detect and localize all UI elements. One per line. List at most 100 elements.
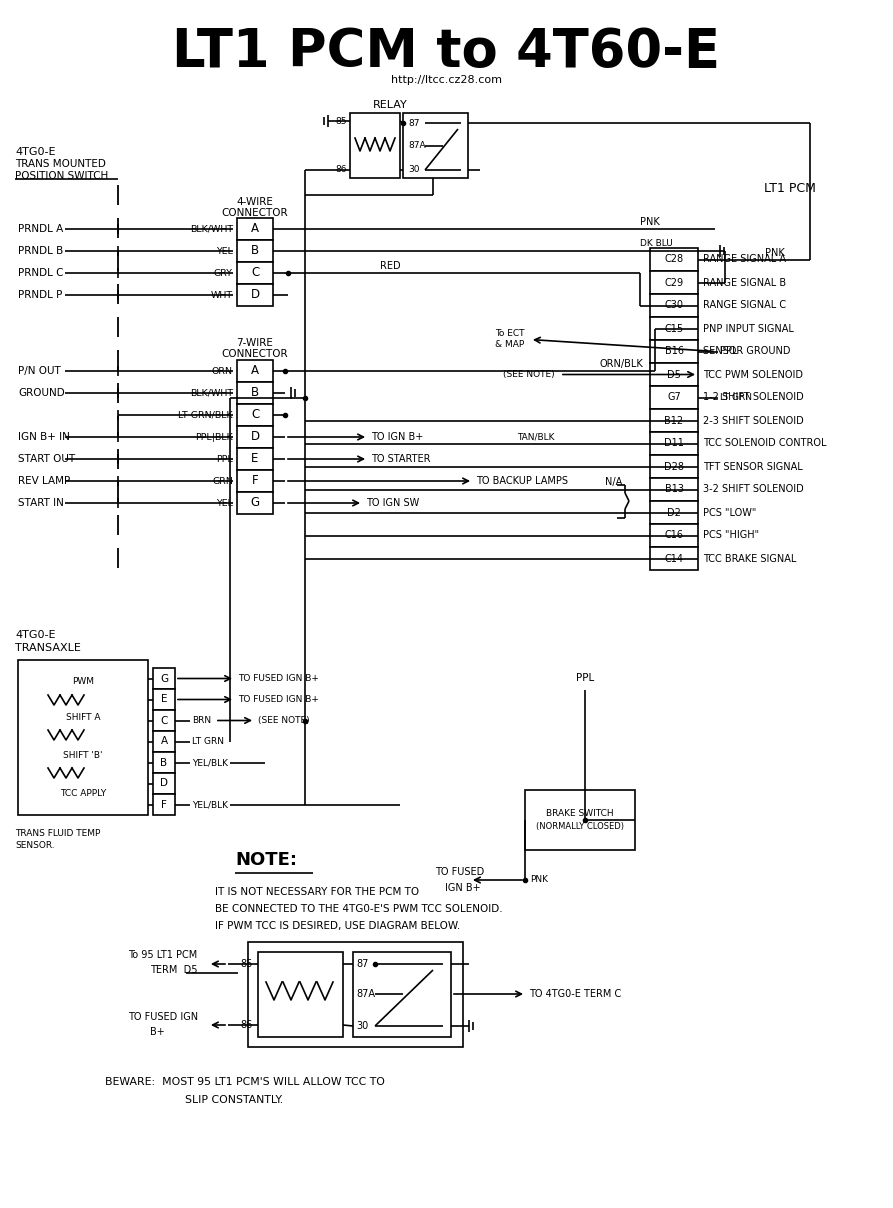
Bar	[237, 217, 273, 240]
Text: G: G	[250, 496, 260, 510]
Text: C: C	[251, 267, 259, 279]
Bar	[237, 403, 273, 426]
Bar	[153, 794, 175, 815]
Text: 30: 30	[356, 1021, 368, 1030]
Text: 87A: 87A	[356, 989, 375, 999]
Text: TFT SENSOR SIGNAL: TFT SENSOR SIGNAL	[703, 461, 803, 471]
Text: P/N OUT: P/N OUT	[18, 366, 61, 376]
Text: 30: 30	[408, 165, 420, 174]
Text: TCC BRAKE SIGNAL: TCC BRAKE SIGNAL	[703, 553, 797, 563]
Bar	[237, 448, 273, 470]
Bar	[258, 952, 343, 1036]
Text: SHIFT A: SHIFT A	[66, 714, 100, 722]
Text: D28: D28	[664, 461, 684, 471]
Text: D: D	[160, 778, 168, 789]
Text: IT IS NOT NECESSARY FOR THE PCM TO: IT IS NOT NECESSARY FOR THE PCM TO	[215, 887, 419, 898]
Bar	[237, 284, 273, 306]
Text: (NORMALLY CLOSED): (NORMALLY CLOSED)	[536, 823, 624, 831]
Bar	[650, 547, 698, 570]
Text: PRNDL B: PRNDL B	[18, 246, 63, 256]
Text: PNP INPUT SIGNAL: PNP INPUT SIGNAL	[703, 324, 794, 333]
Text: C30: C30	[664, 301, 683, 310]
Text: F: F	[161, 800, 167, 809]
Bar	[650, 455, 698, 478]
Text: PRNDL P: PRNDL P	[18, 290, 63, 300]
Bar	[650, 339, 698, 362]
Text: C28: C28	[664, 255, 683, 265]
Text: 2-3 SHIFT SOLENOID: 2-3 SHIFT SOLENOID	[703, 416, 804, 425]
Text: B12: B12	[664, 416, 683, 425]
Bar	[650, 501, 698, 524]
Text: 87: 87	[356, 959, 369, 969]
Bar	[650, 387, 698, 410]
Text: SLIP CONSTANTLY.: SLIP CONSTANTLY.	[185, 1094, 283, 1105]
Bar	[153, 753, 175, 773]
Text: ORN/BLK: ORN/BLK	[600, 359, 644, 368]
Text: PRNDL C: PRNDL C	[18, 268, 63, 278]
Text: PPL: PPL	[576, 673, 594, 683]
Text: BEWARE:  MOST 95 LT1 PCM'S WILL ALLOW TCC TO: BEWARE: MOST 95 LT1 PCM'S WILL ALLOW TCC…	[105, 1078, 385, 1087]
Text: BE CONNECTED TO THE 4TG0-E'S PWM TCC SOLENOID.: BE CONNECTED TO THE 4TG0-E'S PWM TCC SOL…	[215, 904, 503, 914]
Text: 86: 86	[241, 1020, 253, 1030]
Text: GRY: GRY	[214, 268, 233, 278]
Text: To 95 LT1 PCM: To 95 LT1 PCM	[128, 949, 197, 960]
Text: 3-2 SHIFT SOLENOID: 3-2 SHIFT SOLENOID	[703, 484, 804, 494]
Text: RED: RED	[380, 261, 401, 271]
Text: YEL/BLK: YEL/BLK	[192, 800, 228, 809]
Text: http://ltcc.cz28.com: http://ltcc.cz28.com	[391, 75, 502, 85]
Text: DK BLU: DK BLU	[640, 239, 672, 249]
Bar	[403, 114, 468, 178]
Text: SENSOR GROUND: SENSOR GROUND	[703, 347, 790, 356]
Text: LT GRN: LT GRN	[192, 737, 224, 747]
Text: CONNECTOR: CONNECTOR	[221, 349, 288, 359]
Text: YEL: YEL	[216, 499, 233, 507]
Bar	[650, 248, 698, 271]
Text: YEL/BLK: YEL/BLK	[192, 757, 228, 767]
Text: PPL|BLK: PPL|BLK	[196, 432, 233, 441]
Text: LT GRN: LT GRN	[720, 393, 752, 402]
Bar	[153, 668, 175, 689]
Text: TRANS MOUNTED: TRANS MOUNTED	[15, 159, 106, 169]
Bar	[353, 952, 451, 1036]
Text: TAN/BLK: TAN/BLK	[518, 432, 555, 441]
Text: BRN: BRN	[192, 716, 211, 725]
Text: PCS "LOW": PCS "LOW"	[703, 507, 756, 517]
Text: 85: 85	[336, 116, 347, 126]
Text: PWM: PWM	[72, 678, 94, 686]
Text: D5: D5	[667, 370, 681, 379]
Bar	[248, 942, 463, 1047]
Bar	[18, 660, 148, 815]
Text: C29: C29	[664, 278, 683, 288]
Bar	[153, 773, 175, 794]
Text: B: B	[251, 244, 259, 257]
Text: TO FUSED IGN: TO FUSED IGN	[128, 1012, 198, 1022]
Text: BRAKE SWITCH: BRAKE SWITCH	[547, 808, 613, 818]
Text: B16: B16	[664, 347, 683, 356]
Text: PCS "HIGH": PCS "HIGH"	[703, 530, 759, 540]
Text: D11: D11	[664, 439, 684, 448]
Text: B: B	[161, 757, 168, 767]
Text: TO IGN SW: TO IGN SW	[366, 498, 419, 509]
Text: RANGE SIGNAL B: RANGE SIGNAL B	[703, 278, 786, 288]
Text: D: D	[250, 430, 260, 443]
Text: TO STARTER: TO STARTER	[371, 454, 430, 464]
Text: TO FUSED IGN B+: TO FUSED IGN B+	[238, 674, 319, 683]
Text: G7: G7	[667, 393, 680, 402]
Bar	[237, 492, 273, 513]
Text: LT GRN/BLK: LT GRN/BLK	[179, 411, 233, 419]
Text: PNK: PNK	[765, 248, 785, 257]
Text: TO BACKUP LAMPS: TO BACKUP LAMPS	[476, 476, 568, 486]
Bar	[237, 240, 273, 262]
Text: NOTE:: NOTE:	[235, 850, 297, 869]
Bar	[350, 114, 400, 178]
Text: TRANS FLUID TEMP: TRANS FLUID TEMP	[15, 829, 100, 837]
Text: TERM  D5: TERM D5	[150, 965, 197, 975]
Text: & MAP: & MAP	[495, 339, 524, 349]
Text: E: E	[251, 453, 259, 465]
Bar	[237, 382, 273, 403]
Text: SHIFT 'B': SHIFT 'B'	[63, 750, 103, 760]
Text: C: C	[161, 715, 168, 726]
Text: 7-WIRE: 7-WIRE	[237, 338, 273, 348]
Bar	[650, 294, 698, 316]
Text: LT1 PCM: LT1 PCM	[764, 181, 816, 194]
